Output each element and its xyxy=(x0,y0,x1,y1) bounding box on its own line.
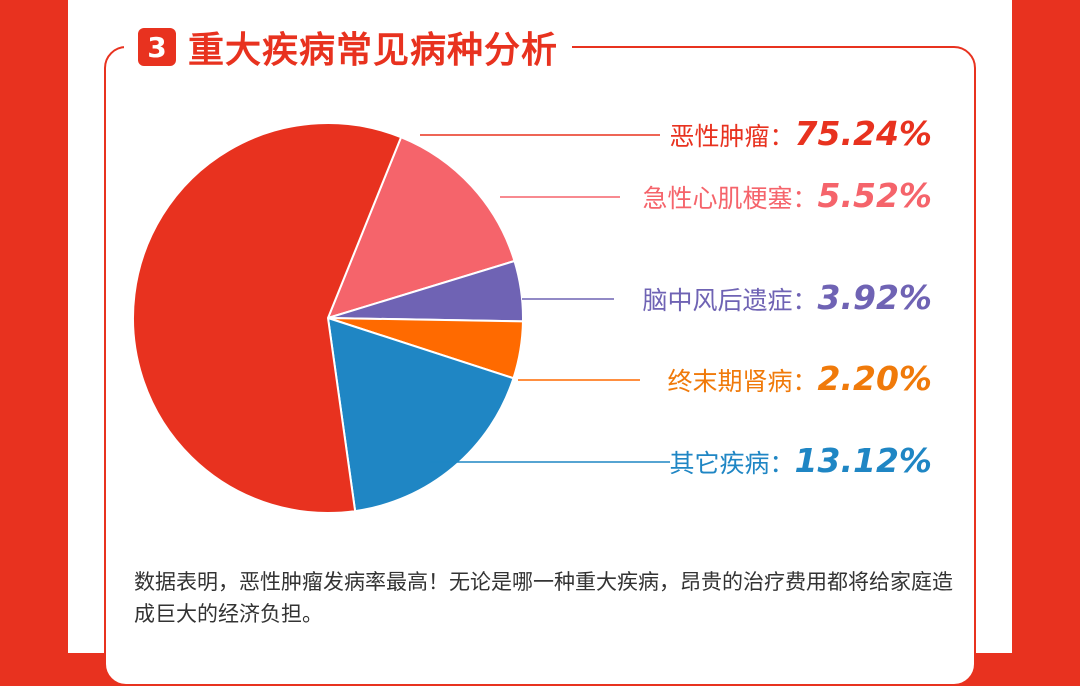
section-number-badge: 3 xyxy=(138,28,176,66)
label-percent: 75.24% xyxy=(795,114,932,153)
label-name: 急性心肌梗塞： xyxy=(642,184,817,213)
section-header: 3 重大疾病常见病种分析 xyxy=(124,22,573,72)
label-stroke-sequelae: 脑中风后遗症：3.92% xyxy=(642,278,932,317)
label-name: 其它疾病： xyxy=(670,449,795,478)
label-name: 恶性肿瘤： xyxy=(670,122,795,151)
label-other: 其它疾病：13.12% xyxy=(670,441,932,480)
slice-acute-mi xyxy=(326,135,516,320)
label-name: 终末期肾病： xyxy=(667,367,817,396)
label-esrd: 终末期肾病：2.20% xyxy=(667,359,932,398)
label-percent: 13.12% xyxy=(795,441,932,480)
label-malignant-tumor: 恶性肿瘤：75.24% xyxy=(670,114,932,153)
summary-text: 数据表明，恶性肿瘤发病率最高！无论是哪一种重大疾病，昂贵的治疗费用都将给家庭造成… xyxy=(134,570,953,626)
label-acute-mi: 急性心肌梗塞：5.52% xyxy=(642,176,932,215)
slice-malignant-tumor xyxy=(132,122,403,514)
label-percent: 3.92% xyxy=(818,278,933,317)
slice-other xyxy=(326,316,515,513)
section-title: 重大疾病常见病种分析 xyxy=(188,30,559,71)
label-name: 脑中风后遗症： xyxy=(642,286,817,315)
label-percent: 5.52% xyxy=(818,176,933,215)
pie-chart: 恶性肿瘤：75.24% 急性心肌梗塞：5.52% 脑中风后遗症：3.92% 终末期肾病… xyxy=(132,114,932,514)
label-percent: 2.20% xyxy=(818,359,933,398)
